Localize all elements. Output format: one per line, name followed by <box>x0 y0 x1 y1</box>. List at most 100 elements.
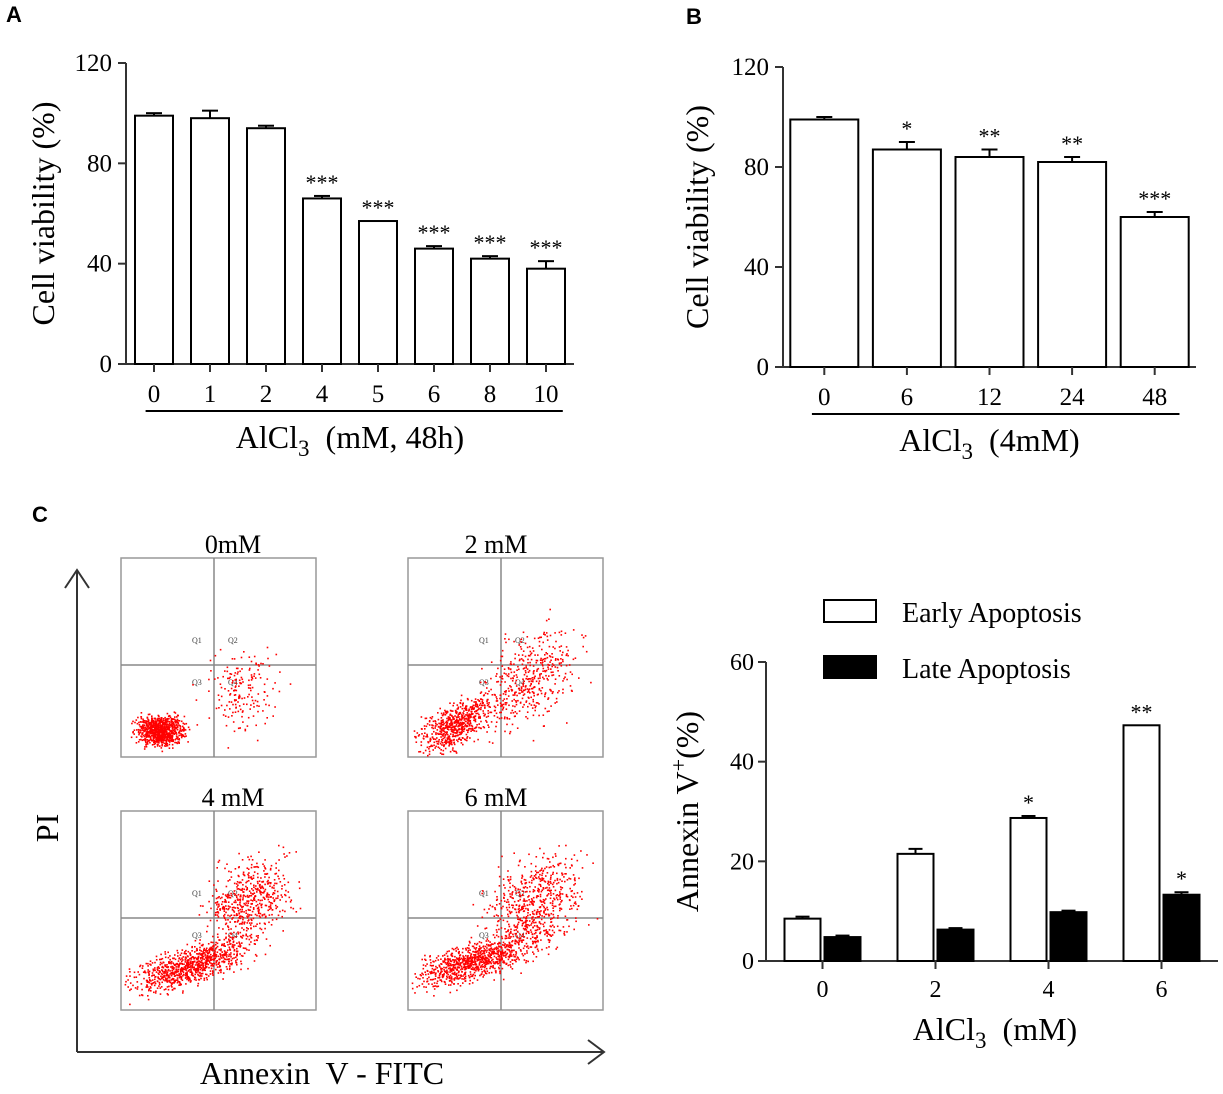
x-tick-label: 2 <box>260 381 273 408</box>
flow-dot <box>504 730 506 733</box>
flow-dot <box>145 735 148 737</box>
flow-dot <box>155 729 157 731</box>
flow-dot <box>424 958 426 961</box>
flow-dot <box>248 938 251 941</box>
flow-dot <box>477 712 479 715</box>
flow-dot <box>559 929 562 932</box>
flow-dot <box>256 739 259 742</box>
flow-dot <box>459 985 462 987</box>
flow-dot <box>177 738 179 741</box>
flow-dot <box>207 956 209 959</box>
flow-dot <box>247 684 250 687</box>
flow-dot <box>224 917 226 920</box>
flow-dot <box>539 906 541 909</box>
flow-dot <box>512 897 514 900</box>
flow-dot <box>455 732 457 734</box>
flow-dot <box>169 736 171 738</box>
flow-dot <box>215 953 218 956</box>
flow-dot <box>456 977 458 980</box>
flow-dot <box>522 685 525 687</box>
flow-dot <box>149 728 152 730</box>
flow-dot <box>451 952 453 955</box>
flow-dot <box>424 954 426 957</box>
flow-dot <box>222 978 224 980</box>
flow-dot <box>473 727 476 730</box>
flow-dot <box>439 730 441 733</box>
flow-dot <box>470 716 472 718</box>
flow-dot <box>228 961 230 963</box>
flow-dot <box>152 968 155 971</box>
flow-dot <box>477 953 479 955</box>
flow-dot <box>557 915 559 917</box>
flow-dot <box>177 970 180 973</box>
flow-dot <box>443 980 446 983</box>
flow-dot <box>174 987 176 990</box>
flow-dot <box>431 978 433 981</box>
flow-dot <box>543 906 546 909</box>
flow-dot <box>205 973 207 976</box>
flow-dot <box>515 703 518 706</box>
flow-dot <box>170 736 172 738</box>
flow-dot <box>497 962 500 965</box>
flow-dot <box>158 717 160 720</box>
flow-dot <box>210 941 212 944</box>
flow-dot <box>560 665 563 667</box>
flow-dot <box>488 958 490 961</box>
flow-dot <box>480 706 482 709</box>
flow-dot <box>473 708 475 710</box>
flow-dot <box>450 977 452 979</box>
flow-dot <box>230 956 232 958</box>
flow-dot <box>213 952 216 954</box>
flow-dot <box>470 699 473 702</box>
flow-dot <box>267 882 270 885</box>
flow-dot <box>237 910 240 912</box>
flow-dot <box>463 978 465 980</box>
flow-dot <box>568 925 570 928</box>
flow-dot <box>529 685 532 687</box>
flow-dot <box>198 914 201 916</box>
flow-dot <box>220 971 222 974</box>
flow-dot <box>554 632 556 634</box>
flow-dot <box>524 866 526 868</box>
flow-dot <box>295 911 298 913</box>
flow-dot <box>195 979 197 981</box>
flow-dot <box>475 702 477 704</box>
flow-dot <box>224 958 227 961</box>
flow-dot <box>452 969 455 971</box>
flow-dot <box>497 953 499 956</box>
flow-dot <box>474 703 477 706</box>
flow-dot <box>468 713 471 716</box>
flow-dot <box>470 959 473 961</box>
significance-label: *** <box>418 220 451 245</box>
flow-dot <box>461 728 463 731</box>
quadrant-label: Q2 <box>228 636 238 645</box>
flow-dot <box>547 881 550 884</box>
pi-axis-title: PI <box>29 814 65 842</box>
flow-dot <box>242 898 244 901</box>
flow-dot <box>488 972 490 974</box>
flow-dot <box>554 683 556 685</box>
flow-dot <box>150 732 152 735</box>
flow-dot <box>506 716 508 719</box>
flow-dot <box>528 678 530 680</box>
flow-dot <box>465 949 467 951</box>
flow-dot <box>135 976 138 978</box>
flow-dot <box>485 719 487 722</box>
flow-dot <box>261 903 263 906</box>
flow-dot <box>512 677 514 679</box>
flow-dot <box>159 718 162 721</box>
flow-dot <box>191 965 194 968</box>
flow-dot <box>458 718 461 720</box>
flow-dot <box>533 637 536 640</box>
flow-dot <box>511 680 514 682</box>
flow-dot <box>491 952 493 955</box>
flow-dot <box>245 885 247 888</box>
flow-dot <box>253 655 256 658</box>
flow-dot <box>558 929 560 932</box>
flow-dot <box>261 886 264 889</box>
flow-dot <box>232 936 235 939</box>
flow-dot <box>418 734 421 736</box>
flow-dot <box>496 716 499 719</box>
flow-dot <box>529 937 532 940</box>
flow-dot <box>211 895 214 897</box>
